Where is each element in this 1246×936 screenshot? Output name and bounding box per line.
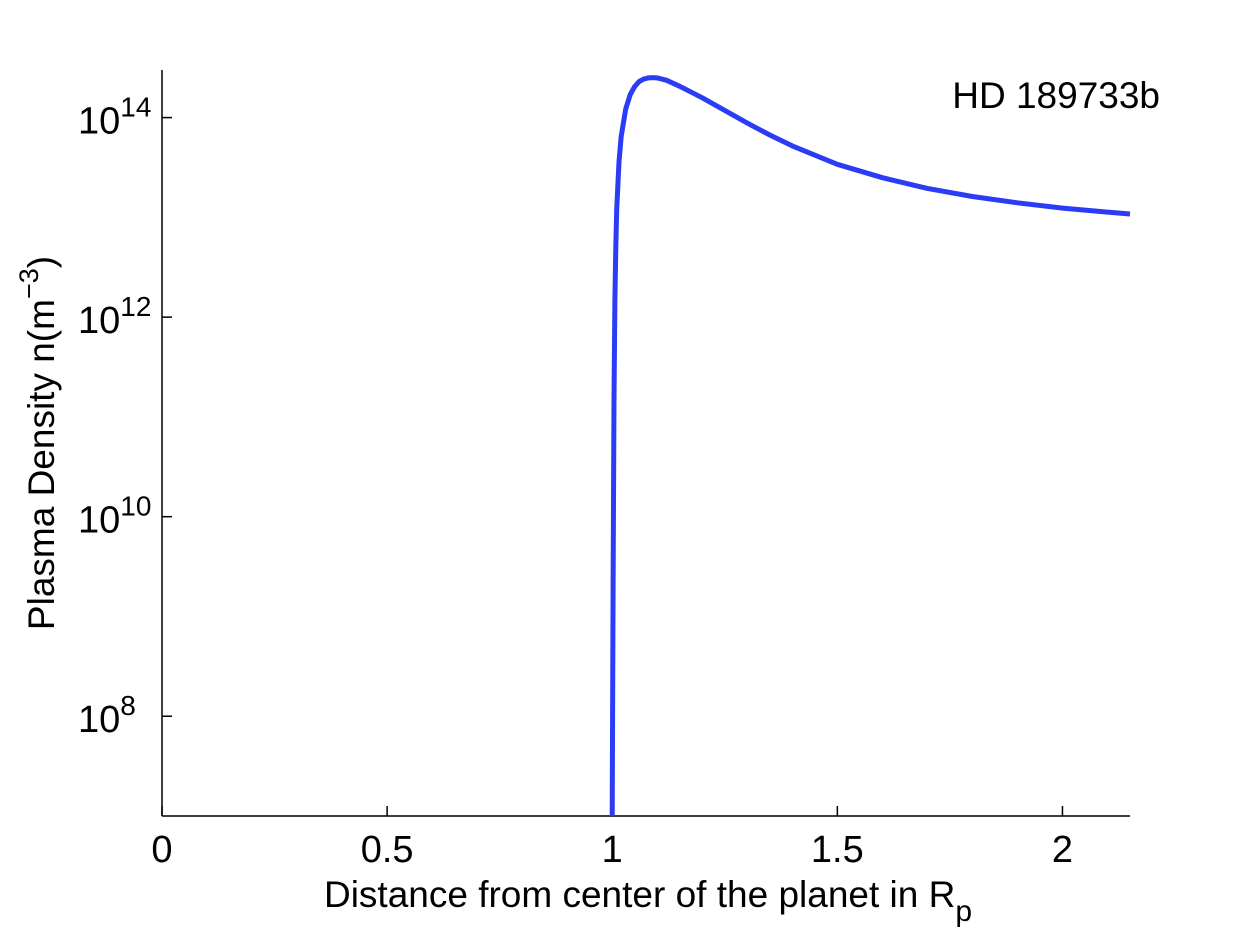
- y-tick-label-1: 1010: [78, 491, 151, 542]
- density-series-line: [609, 75, 1131, 817]
- x-axis-label-subscript: p: [955, 895, 972, 928]
- x-ticks: 0 0.5 1 1.5 2: [151, 806, 1073, 871]
- y-axis-label-tail: ): [21, 256, 62, 268]
- y-tick-base-0: 10: [78, 699, 120, 741]
- axes: [161, 70, 1130, 817]
- y-tick-label-2: 1012: [78, 291, 151, 342]
- y-tick-exponent-1: 10: [120, 491, 151, 522]
- x-axis-label-main: Distance from center of the planet in R: [324, 874, 955, 915]
- y-axis-label-main: Plasma Density n(m: [21, 299, 62, 630]
- y-tick-exponent-0: 8: [120, 690, 136, 721]
- y-axis-label: Plasma Density n(m−3): [14, 256, 62, 630]
- annotation-label: HD 189733b: [952, 75, 1160, 116]
- y-tick-base-2: 10: [78, 300, 120, 342]
- x-tick-label-3: 1.5: [811, 829, 864, 871]
- x-tick-label-0: 0: [151, 829, 172, 871]
- y-tick-exponent-2: 12: [120, 291, 151, 322]
- y-tick-label-3: 1014: [78, 92, 151, 143]
- x-tick-label-2: 1: [602, 829, 623, 871]
- x-tick-label-4: 2: [1052, 829, 1073, 871]
- x-axis-label: Distance from center of the planet in Rp: [324, 874, 972, 928]
- y-tick-base-3: 10: [78, 101, 120, 143]
- y-axis-label-superscript: −3: [14, 268, 44, 299]
- x-tick-label-1: 0.5: [361, 829, 414, 871]
- y-tick-base-1: 10: [78, 500, 120, 542]
- y-tick-exponent-3: 14: [120, 92, 151, 123]
- y-tick-label-0: 108: [78, 690, 136, 741]
